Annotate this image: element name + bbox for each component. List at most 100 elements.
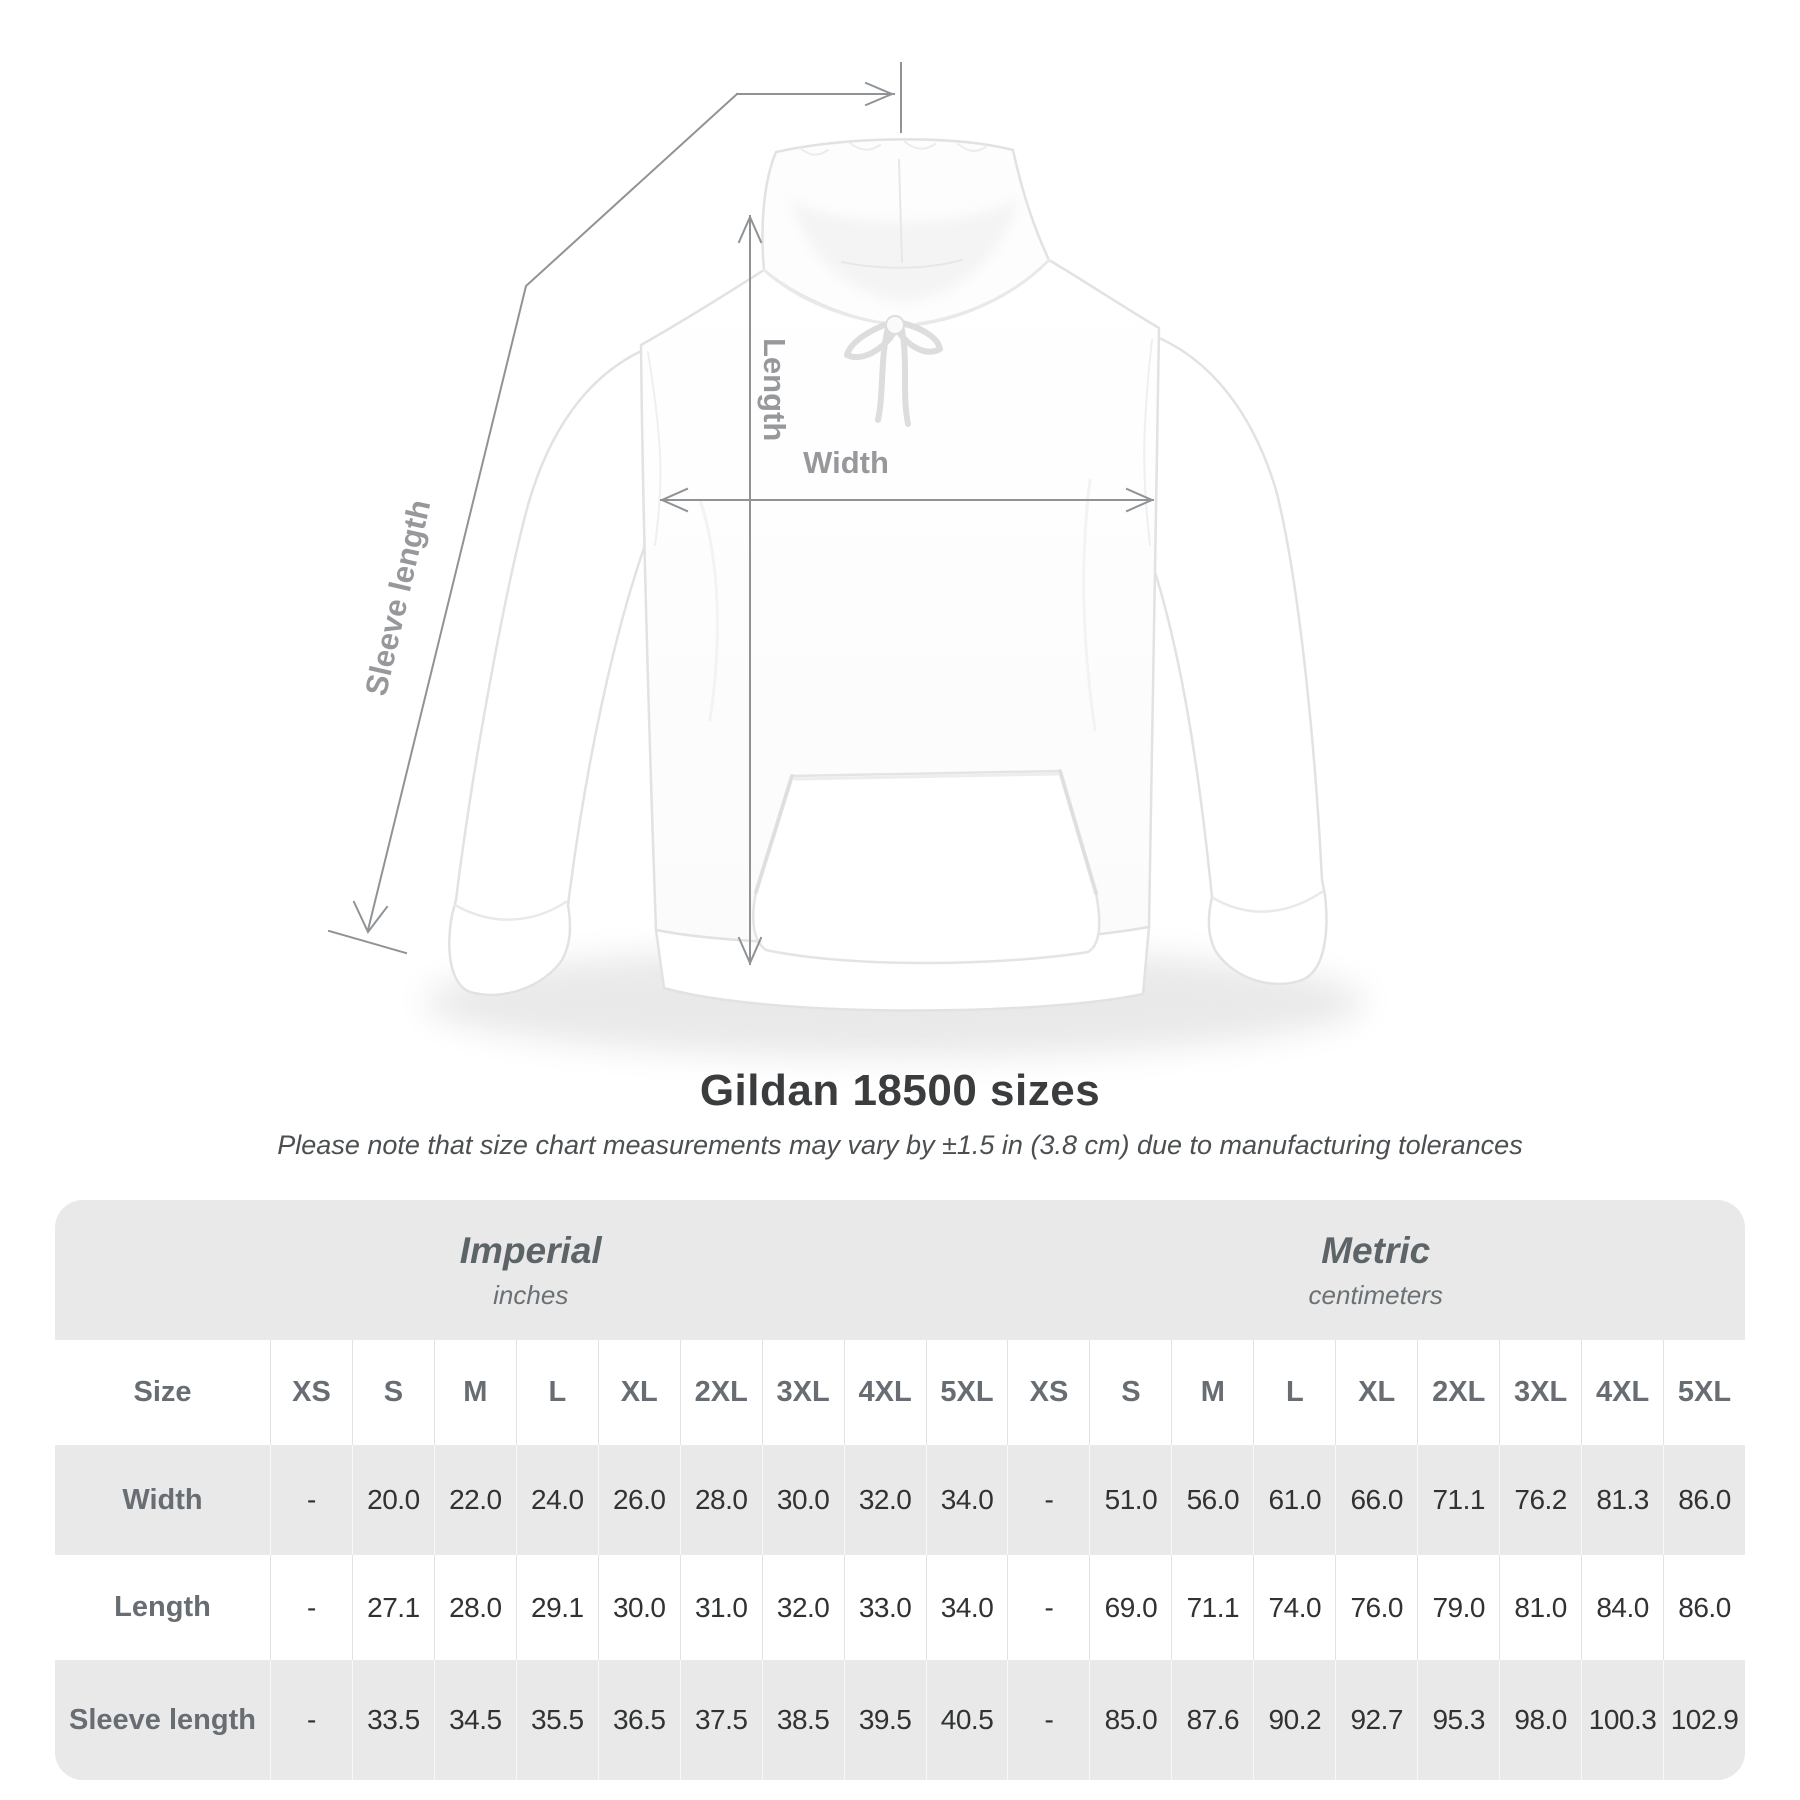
tolerance-note: Please note that size chart measurements…: [277, 1130, 1523, 1160]
measurement-cell: 100.3: [1581, 1660, 1663, 1780]
row-label: Length: [114, 1591, 211, 1623]
arrowhead-left-icon: [659, 487, 689, 513]
measurement-cell: -: [270, 1445, 352, 1555]
arrowhead-down-icon: [352, 900, 389, 934]
size-column-header: 4XL: [1581, 1340, 1663, 1445]
measurement-cell: 86.0: [1663, 1445, 1745, 1555]
size-column-header: 3XL: [1499, 1340, 1581, 1445]
measurement-cell: -: [1007, 1445, 1089, 1555]
measurement-cell: 35.5: [515, 1660, 598, 1780]
measurement-cell: -: [270, 1555, 352, 1660]
arrowhead-right-icon: [1125, 487, 1155, 513]
arrowhead-down-icon: [737, 936, 763, 966]
measurement-cell: 79.0: [1417, 1555, 1499, 1660]
measurement-cell: 34.0: [925, 1445, 1008, 1555]
measurement-cell: 33.5: [351, 1660, 434, 1780]
size-column-header: S: [351, 1340, 434, 1445]
measurement-cell: 56.0: [1171, 1445, 1253, 1555]
size-header-row: Size XS S M L XL 2XL 3XL 4XL 5XL XS S M L XL 2XL 3XL 4X…: [55, 1340, 1745, 1445]
metric-unit-group: Metric centimeters: [1006, 1200, 1745, 1340]
row-label: Width: [122, 1483, 203, 1516]
size-header-label: Size: [133, 1376, 192, 1408]
metric-label: Metric: [1321, 1229, 1431, 1271]
page-title: Gildan 18500 sizes: [699, 1066, 1101, 1115]
size-column-header: XL: [1335, 1340, 1417, 1445]
measurement-cell: 20.0: [351, 1445, 434, 1555]
measurement-cell: 33.0: [843, 1555, 926, 1660]
table-row-width: Width -20.0 22.0 24.0 26.0 28.0 30.0 32.0 34.0 …: [55, 1445, 1745, 1555]
measurement-cell: 84.0: [1581, 1555, 1663, 1660]
measurement-cell: 28.0: [679, 1445, 762, 1555]
sleeve-end-tick: [327, 929, 408, 955]
measurement-cell: 30.0: [761, 1445, 844, 1555]
hoodie-measurement-diagram: Length Width Sleeve length: [327, 62, 1365, 1057]
size-column-header: XS: [270, 1340, 352, 1445]
measurement-cell: 40.5: [925, 1660, 1008, 1780]
row-label: Sleeve length: [69, 1703, 256, 1736]
measurement-cell: 32.0: [761, 1555, 844, 1660]
measurement-cell: 38.5: [761, 1660, 844, 1780]
left-sleeve: [448, 346, 650, 997]
measurement-cell: 71.1: [1171, 1555, 1253, 1660]
measurement-cell: 92.7: [1335, 1660, 1417, 1780]
size-column-header: 3XL: [761, 1340, 844, 1445]
arrowhead-right-icon: [864, 81, 895, 107]
hoodie-illustration: [448, 138, 1328, 1012]
imperial-label: Imperial: [459, 1229, 602, 1271]
measurement-cell: 86.0: [1663, 1555, 1745, 1660]
measurement-cell: 34.0: [925, 1555, 1008, 1660]
size-column-header: L: [1253, 1340, 1335, 1445]
measurement-cell: 29.1: [515, 1555, 598, 1660]
measurement-cell: 27.1: [351, 1555, 434, 1660]
imperial-units: inches: [493, 1279, 569, 1310]
measurement-cell: 31.0: [679, 1555, 762, 1660]
measurement-cell: 66.0: [1335, 1445, 1417, 1555]
size-column-header: 5XL: [925, 1340, 1008, 1445]
size-column-header: M: [433, 1340, 516, 1445]
size-chart-table: Imperial inches Metric centimeters Size …: [55, 1200, 1745, 1780]
measurement-cell: 85.0: [1089, 1660, 1171, 1780]
measurement-cell: 39.5: [843, 1660, 926, 1780]
measurement-cell: -: [1007, 1660, 1089, 1780]
size-column-header: 2XL: [679, 1340, 762, 1445]
measurement-cell: 90.2: [1253, 1660, 1335, 1780]
measurement-cell: 51.0: [1089, 1445, 1171, 1555]
imperial-unit-group: Imperial inches: [55, 1200, 1006, 1340]
measurement-cell: 95.3: [1417, 1660, 1499, 1780]
measurement-cell: 37.5: [679, 1660, 762, 1780]
sleeve-length-line: [366, 92, 739, 932]
measurement-cell: 74.0: [1253, 1555, 1335, 1660]
measurement-cell: 76.2: [1499, 1445, 1581, 1555]
measurement-cell: 22.0: [433, 1445, 516, 1555]
table-row-sleeve-length: Sleeve length -33.5 34.5 35.5 36.5 37.5 38.5 3…: [55, 1660, 1745, 1780]
length-label: Length: [757, 338, 792, 441]
unit-groups-band: Imperial inches Metric centimeters: [55, 1200, 1745, 1340]
width-label: Width: [803, 445, 889, 480]
metric-units: centimeters: [1308, 1279, 1443, 1310]
measurement-cell: -: [270, 1660, 352, 1780]
right-sleeve: [1146, 333, 1328, 986]
kangaroo-pocket: [752, 769, 1101, 965]
size-column-header: 5XL: [1663, 1340, 1745, 1445]
measurement-cell: 28.0: [433, 1555, 516, 1660]
measurement-cell: 26.0: [597, 1445, 680, 1555]
sleeve-length-label: Sleeve length: [358, 496, 437, 699]
size-column-header: S: [1089, 1340, 1171, 1445]
measurement-cell: 81.0: [1499, 1555, 1581, 1660]
table-row-length: Length -27.1 28.0 29.1 30.0 31.0 32.0 33.0 34.0…: [55, 1555, 1745, 1660]
measurement-cell: -: [1007, 1555, 1089, 1660]
measurement-cell: 34.5: [433, 1660, 516, 1780]
size-column-header: 2XL: [1417, 1340, 1499, 1445]
size-column-header: XL: [597, 1340, 680, 1445]
measurement-cell: 69.0: [1089, 1555, 1171, 1660]
measurement-cell: 36.5: [597, 1660, 680, 1780]
measurement-cell: 30.0: [597, 1555, 680, 1660]
measurement-cell: 32.0: [843, 1445, 926, 1555]
measurement-cell: 98.0: [1499, 1660, 1581, 1780]
size-column-header: M: [1171, 1340, 1253, 1445]
drawstring-bow: [844, 319, 943, 427]
size-column-header: L: [515, 1340, 598, 1445]
measurement-annotations: [327, 62, 1155, 966]
size-column-header: XS: [1007, 1340, 1089, 1445]
